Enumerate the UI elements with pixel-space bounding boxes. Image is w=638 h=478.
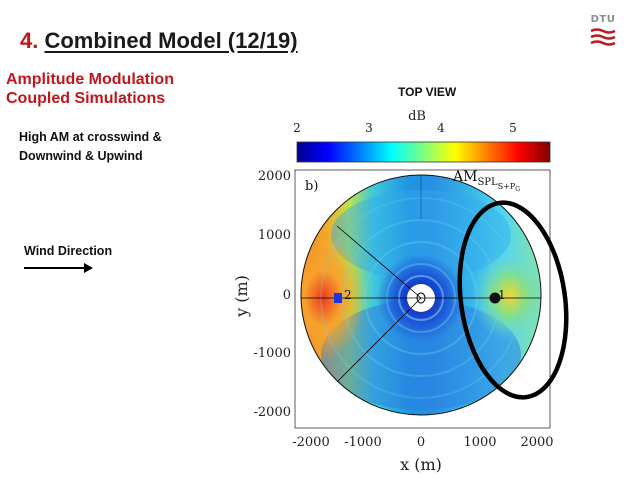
wind-arrow-icon [24,263,93,273]
x-tick: -1000 [344,435,381,450]
slide-subtitle: Amplitude Modulation Coupled Simulations [6,70,174,108]
am-note: High AM at crosswind & Downwind & Upwind [19,128,162,166]
colorbar [296,141,551,163]
slide-title: 4. Combined Model (12/19) [20,28,298,54]
colorbar-tick: 2 [293,121,301,135]
x-axis-label: x (m) [400,455,442,474]
highlight-ellipse [457,200,569,400]
am-note-line-2: Downwind & Upwind [19,149,143,163]
x-tick: 2000 [520,435,553,450]
colorbar-label: dB [408,109,426,124]
marker-2-label: 2 [344,288,352,302]
am-contour-figure: dB 2 3 4 5 2 1 b) AMSPLS+PG 2000 [232,109,569,474]
subtitle-line-1: Amplitude Modulation [6,71,174,88]
marker-1-label: 1 [498,288,506,302]
x-tick: 0 [417,435,425,450]
top-view-label: TOP VIEW [398,85,457,99]
x-tick: -2000 [292,435,329,450]
y-axis-label: y (m) [232,275,251,318]
y-tick: 2000 [258,169,291,184]
slide-title-text: Combined Model (12/19) [44,28,298,53]
colorbar-tick: 3 [365,121,373,135]
am-note-line-1: High AM at crosswind & [19,130,162,144]
subtitle-line-2: Coupled Simulations [6,90,166,107]
colorbar-tick: 5 [509,121,517,135]
turbine-center-marker [416,292,426,304]
panel-label: b) [305,179,318,194]
slide-title-number: 4. [20,28,39,53]
y-tick: 0 [283,288,291,303]
marker-2: 2 [334,288,352,303]
dtu-waves-icon [590,28,616,46]
dtu-logo: DTU [588,14,618,48]
wind-direction-label: Wind Direction [24,244,113,258]
marker-1: 1 [489,288,506,304]
am-annotation: AMSPLS+PG [452,169,520,193]
disc-outline [300,174,542,416]
y-tick: 1000 [258,228,291,243]
dtu-logo-text: DTU [590,14,616,25]
y-tick: -2000 [254,405,291,420]
colorbar-tick: 4 [437,121,445,135]
y-tick: -1000 [254,346,291,361]
x-tick: 1000 [463,435,496,450]
